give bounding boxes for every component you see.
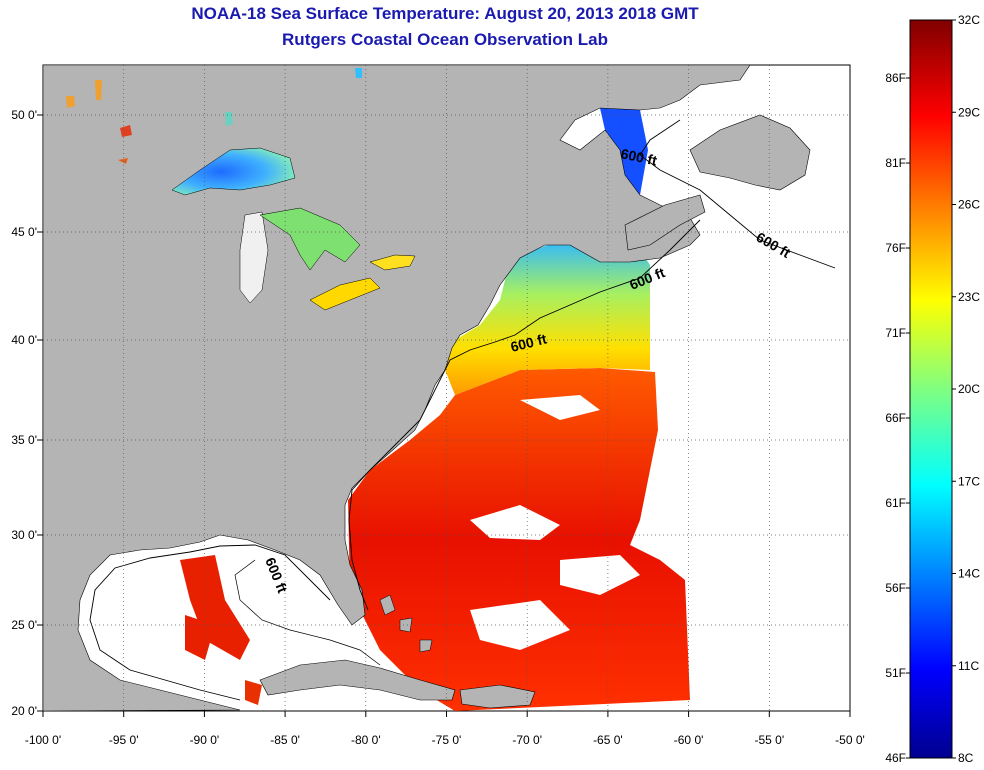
lat-tick-label: 30 0'	[11, 528, 37, 542]
lon-tick-label: -65 0'	[593, 733, 623, 747]
lat-tick-label: 20 0'	[11, 704, 37, 718]
colorbar-celsius-label: 8C	[958, 751, 974, 765]
colorbar-fahrenheit-label: 76F	[885, 241, 906, 255]
lake-small	[355, 68, 362, 78]
cloud-gap	[520, 395, 600, 420]
lon-tick-label: -85 0'	[270, 733, 300, 747]
colorbar-celsius-label: 17C	[958, 474, 980, 488]
colorbar-fahrenheit-label: 51F	[885, 666, 906, 680]
colorbar-celsius-label: 23C	[958, 290, 980, 304]
colorbar-fahrenheit-label: 81F	[885, 156, 906, 170]
lake-small	[66, 96, 75, 108]
colorbar-celsius-label: 29C	[958, 105, 980, 119]
land-north-america	[43, 65, 751, 711]
lake-small	[118, 158, 128, 164]
latitude-labels: 20 0' 25 0' 30 0' 35 0' 40 0' 45 0' 50 0…	[11, 108, 37, 718]
lon-tick-label: -60 0'	[674, 733, 704, 747]
lat-tick-label: 50 0'	[11, 108, 37, 122]
colorbar-celsius-label: 26C	[958, 198, 980, 212]
lat-tick-label: 45 0'	[11, 225, 37, 239]
lon-tick-label: -70 0'	[512, 733, 542, 747]
isobath-label: 600 ft	[619, 145, 658, 168]
colorbar-fahrenheit-label: 86F	[885, 71, 906, 85]
sst-gulf-patch	[245, 680, 262, 705]
sst-gulf-patch	[185, 615, 215, 660]
lake-huron	[259, 207, 361, 271]
lake-erie	[309, 277, 381, 311]
map-subtitle: Rutgers Coastal Ocean Observation Lab	[282, 30, 608, 49]
lake-ontario	[369, 254, 416, 271]
lake-small	[225, 112, 233, 126]
lon-tick-label: -75 0'	[432, 733, 462, 747]
colorbar-fahrenheit-label: 61F	[885, 496, 906, 510]
cloud-gap	[470, 505, 560, 540]
colorbar-fahrenheit-label: 56F	[885, 581, 906, 595]
lake-small	[95, 80, 102, 100]
land-hispaniola	[459, 684, 536, 709]
colorbar-fahrenheit-label: 66F	[885, 411, 906, 425]
sst-warm-field	[348, 368, 690, 711]
isobath-atlantic	[348, 119, 836, 611]
axis-ticks	[37, 114, 851, 717]
colorbar-celsius-label: 20C	[958, 382, 980, 396]
colorbar-celsius-label: 11C	[958, 659, 979, 673]
colorbar	[909, 19, 953, 759]
land-nova-scotia	[624, 194, 706, 251]
colorbar-celsius-label: 14C	[958, 567, 980, 581]
colorbar-ticks	[906, 19, 956, 759]
colorbar-celsius-label: 32C	[958, 13, 980, 27]
lon-tick-label: -80 0'	[351, 733, 381, 747]
lake-small	[120, 125, 132, 137]
graticule	[43, 65, 850, 711]
colorbar-fahrenheit-label: 46F	[885, 751, 906, 765]
land-cuba	[259, 659, 456, 701]
lon-tick-label: -100 0'	[25, 733, 61, 747]
lat-tick-label: 40 0'	[11, 333, 37, 347]
sst-gulf-patch	[180, 555, 250, 660]
lon-tick-label: -50 0'	[835, 733, 865, 747]
cloud-gap	[560, 555, 640, 595]
map-title: NOAA-18 Sea Surface Temperature: August …	[191, 4, 699, 23]
lake-superior	[171, 147, 296, 196]
lat-tick-label: 35 0'	[11, 433, 37, 447]
sst-shelf-field	[445, 240, 650, 395]
lon-tick-label: -95 0'	[109, 733, 139, 747]
land-newfoundland	[689, 114, 811, 191]
colorbar-fahrenheit-label: 71F	[885, 326, 906, 340]
sst-cold-patch	[600, 108, 648, 195]
lat-tick-label: 25 0'	[11, 618, 37, 632]
isobath-gulf	[89, 544, 331, 701]
lon-tick-label: -90 0'	[190, 733, 220, 747]
longitude-labels: -100 0' -95 0' -90 0' -85 0' -80 0' -75 …	[25, 733, 865, 747]
lon-tick-label: -55 0'	[754, 733, 784, 747]
lake-michigan	[239, 211, 269, 304]
land-bahamas	[379, 594, 433, 653]
